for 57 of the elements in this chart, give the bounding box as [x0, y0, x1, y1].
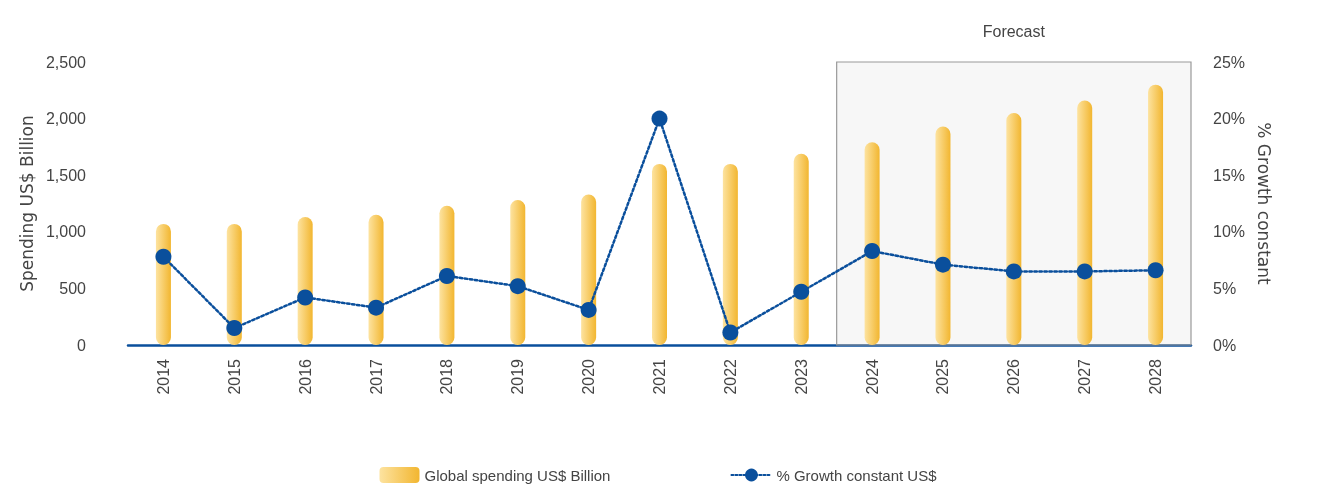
x-tick-label: 2027 [1076, 358, 1094, 395]
x-tick-label: 2020 [580, 358, 598, 395]
point [793, 283, 810, 300]
bar [439, 205, 455, 345]
bar [1006, 112, 1022, 345]
bar [652, 163, 667, 345]
x-tick-label: 2023 [792, 358, 810, 395]
x-tick-label: 2015 [225, 358, 243, 395]
y-tick-label: 1,000 [45, 223, 87, 241]
point [864, 243, 881, 260]
bar [935, 126, 951, 345]
y2-tick-label: 15% [1213, 166, 1246, 184]
point [297, 289, 314, 306]
point [509, 278, 526, 295]
point [651, 110, 668, 127]
bar [1077, 100, 1093, 345]
y-axis-title: Spending US$ Billion [16, 115, 37, 292]
legend-label: Global spending US$ Billion [424, 466, 611, 484]
x-tick-label: 2024 [863, 358, 881, 395]
y2-tick-label: 5% [1213, 279, 1237, 297]
point [1005, 263, 1022, 280]
y2-tick-label: 20% [1213, 110, 1246, 128]
x-tick-label: 2017 [367, 358, 385, 395]
x-tick-label: 2022 [721, 358, 739, 395]
y2-tick-label: 25% [1213, 53, 1246, 71]
point [1076, 263, 1093, 280]
point [368, 299, 385, 316]
point [1147, 262, 1164, 279]
x-tick-label: 2019 [509, 358, 527, 395]
point [722, 324, 739, 341]
x-tick-label: 2014 [154, 358, 172, 395]
band-label: Forecast [982, 22, 1046, 40]
y2-tick-label: 0% [1213, 336, 1237, 354]
y2-tick-label: 10% [1213, 223, 1246, 241]
x-tick-label: 2028 [1147, 358, 1165, 395]
bar [722, 163, 738, 345]
point [226, 320, 243, 337]
x-tick-label: 2016 [296, 358, 314, 395]
x-tick-label: 2026 [1005, 358, 1023, 395]
legend-label: % Growth constant US$ [776, 466, 938, 484]
x-tick-label: 2025 [934, 358, 952, 395]
bar [1148, 84, 1164, 345]
y2-axis-title: % Growth constant [1254, 122, 1275, 286]
bar [510, 200, 526, 345]
x-tick-label: 2021 [651, 358, 668, 395]
bar [793, 153, 809, 345]
point [934, 256, 951, 273]
y-tick-label: 2,000 [45, 110, 87, 128]
y-tick-label: 500 [59, 279, 87, 297]
y-tick-label: 0 [77, 336, 87, 354]
y-tick-label: 1,500 [45, 166, 87, 184]
x-tick-label: 2018 [438, 358, 456, 395]
bar [864, 142, 880, 345]
point [155, 248, 172, 265]
point [580, 301, 597, 318]
y-tick-label: 2,500 [45, 53, 87, 71]
point [438, 267, 455, 284]
